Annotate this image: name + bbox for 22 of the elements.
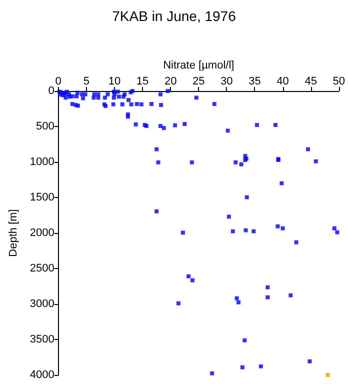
- x-tick-label: 50: [332, 76, 346, 88]
- y-tick-label: 0: [48, 85, 54, 97]
- x-tick-label: 10: [108, 76, 121, 88]
- chart-title: 7KAB in June, 1976: [112, 8, 236, 24]
- y-tick-label: 500: [36, 120, 54, 132]
- x-axis-title: Nitrate [µmol/l]: [163, 60, 234, 72]
- x-tick-label: 20: [164, 76, 177, 88]
- x-tick-label: 15: [136, 76, 149, 88]
- x-tick-label: 45: [304, 76, 317, 88]
- y-tick-label: 3500: [30, 334, 54, 346]
- x-tick-label: 25: [192, 76, 205, 88]
- y-tick-label: 2000: [30, 227, 54, 239]
- y-tick-label: 3000: [30, 298, 54, 310]
- x-tick-label: 5: [83, 76, 90, 88]
- y-axis-title: Depth [m]: [8, 209, 20, 257]
- y-tick-label: 1000: [30, 156, 54, 168]
- y-tick-label: 1500: [30, 192, 54, 204]
- x-tick-label: 40: [276, 76, 289, 88]
- y-tick-label: 4000: [30, 369, 54, 381]
- x-tick-label: 30: [220, 76, 233, 88]
- y-tick-label: 2500: [30, 262, 54, 274]
- x-tick-label: 35: [248, 76, 261, 88]
